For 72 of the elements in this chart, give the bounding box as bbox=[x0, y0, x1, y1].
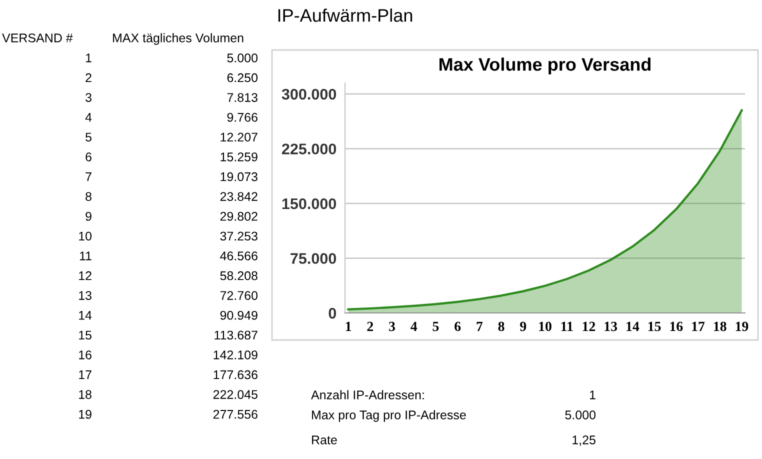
category-label: 17 bbox=[79, 370, 92, 380]
text: 46.566 bbox=[220, 252, 258, 260]
x-tick-label: 8 bbox=[498, 322, 504, 332]
category-label: 19 bbox=[79, 410, 92, 419]
text: 15.259 bbox=[220, 152, 258, 162]
x-tick-label: 16 bbox=[670, 322, 683, 332]
category-label: 7 bbox=[86, 172, 92, 182]
x-tick-label: 17 bbox=[692, 322, 705, 331]
text: 177.636 bbox=[214, 370, 258, 380]
category-label: 9 bbox=[86, 212, 92, 221]
text: 19.073 bbox=[220, 172, 258, 182]
category-label: 16 bbox=[79, 350, 92, 360]
category-label: 1 bbox=[86, 54, 92, 62]
category-label: 3 bbox=[86, 93, 92, 102]
category-label: 15 bbox=[79, 330, 92, 340]
text: Rate bbox=[312, 436, 337, 444]
category-label: 11 bbox=[80, 252, 92, 260]
category-label: 18 bbox=[79, 390, 92, 399]
text: VERSAND # bbox=[2, 34, 73, 42]
y-tick-label: 75.000 bbox=[290, 253, 336, 264]
text: 5.000 bbox=[565, 410, 596, 420]
text: 222.045 bbox=[213, 390, 258, 399]
text: 23.842 bbox=[220, 192, 258, 201]
text: 37.253 bbox=[220, 232, 258, 241]
x-tick-label: 12 bbox=[582, 322, 596, 331]
category-label: 6 bbox=[86, 152, 92, 162]
text: 1 bbox=[590, 390, 596, 400]
x-tick-label: 18 bbox=[714, 322, 726, 332]
x-tick-label: 6 bbox=[454, 322, 461, 332]
x-tick-label: 1 bbox=[346, 322, 352, 331]
category-label: 13 bbox=[79, 291, 92, 300]
category-label: 5 bbox=[86, 132, 92, 142]
text: 6.250 bbox=[227, 73, 258, 82]
text: 7.813 bbox=[227, 93, 258, 102]
text: 72.760 bbox=[220, 291, 258, 300]
text: Anzahl IP-Adressen: bbox=[311, 390, 424, 400]
text: 5.000 bbox=[227, 54, 258, 62]
chart-title: IP-Aufwärm-Plan bbox=[278, 8, 412, 22]
text: Max pro Tag pro IP-Adresse bbox=[312, 410, 466, 422]
x-tick-label: 10 bbox=[539, 322, 552, 332]
text: 9.766 bbox=[227, 112, 258, 122]
y-tick-label: 225.000 bbox=[282, 144, 336, 154]
x-tick-label: 13 bbox=[604, 322, 618, 332]
text: 113.687 bbox=[214, 330, 258, 340]
y-tick-label: 150.000 bbox=[282, 198, 336, 210]
y-tick-label: 0 bbox=[328, 308, 336, 319]
x-tick-label: 2 bbox=[367, 322, 374, 331]
x-tick-label: 5 bbox=[432, 322, 439, 332]
category-label: 2 bbox=[86, 73, 92, 82]
x-tick-label: 14 bbox=[626, 322, 640, 331]
text: 1,25 bbox=[572, 436, 596, 446]
text: 277.556 bbox=[213, 410, 258, 419]
category-label: 10 bbox=[79, 232, 92, 241]
text: 29.802 bbox=[220, 212, 258, 221]
x-tick-label: 9 bbox=[520, 322, 526, 332]
chart-subtitle: Max Volume pro Versand bbox=[440, 58, 651, 74]
text: 142.109 bbox=[214, 350, 258, 360]
category-label: 8 bbox=[86, 192, 92, 201]
category-label: 12 bbox=[79, 271, 92, 280]
x-tick-label: 4 bbox=[410, 322, 418, 331]
text: 58.208 bbox=[220, 271, 258, 280]
x-tick-label: 11 bbox=[561, 322, 573, 331]
text: 90.949 bbox=[220, 310, 258, 320]
x-tick-label: 15 bbox=[648, 322, 661, 332]
text: 12.207 bbox=[220, 132, 258, 142]
text: MAX tägliches Volumen bbox=[113, 33, 244, 45]
x-tick-label: 19 bbox=[736, 322, 748, 332]
y-tick-label: 300.000 bbox=[282, 88, 336, 100]
category-label: 14 bbox=[79, 311, 92, 320]
x-tick-label: 7 bbox=[476, 322, 483, 331]
x-tick-label: 3 bbox=[389, 322, 395, 332]
category-label: 4 bbox=[85, 113, 92, 122]
